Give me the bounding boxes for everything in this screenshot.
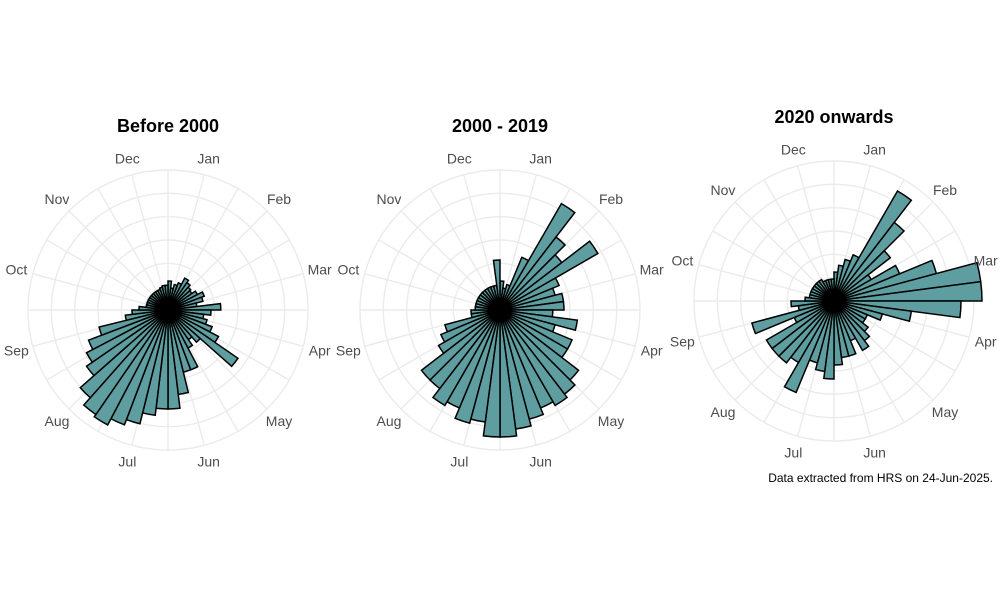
month-label-mar: Mar xyxy=(974,252,998,268)
polar-bar xyxy=(87,309,169,351)
polar-chart-2: Jan Feb Mar Apr May Jun Jul Aug Sep Oct Nov Dec 2000… xyxy=(336,116,664,470)
month-label-jun: Jun xyxy=(197,454,220,470)
grid-spoke xyxy=(68,210,169,311)
chart-title: 2020 onwards xyxy=(774,107,893,127)
polar-bar xyxy=(85,309,169,364)
polar-bar xyxy=(830,278,835,302)
month-label-feb: Feb xyxy=(933,182,957,198)
polar-bar xyxy=(499,235,567,311)
polar-chart-3: Jan Feb Mar Apr May Jun Jul Aug Sep Oct Nov Dec 2020… xyxy=(670,107,998,461)
polar-bar xyxy=(93,309,169,426)
month-label-aug: Aug xyxy=(377,413,402,429)
month-label-apr: Apr xyxy=(309,343,331,359)
month-label-jul: Jul xyxy=(118,454,136,470)
month-label-nov: Nov xyxy=(377,191,402,207)
month-label-sep: Sep xyxy=(336,343,361,359)
grid-spoke xyxy=(32,273,169,311)
polar-bar xyxy=(164,284,169,311)
chart-title: 2000 - 2019 xyxy=(452,116,548,136)
month-label-oct: Oct xyxy=(5,261,27,277)
polar-bar xyxy=(439,309,501,344)
polar-bar xyxy=(499,300,565,311)
month-label-apr: Apr xyxy=(641,343,663,359)
grid-spoke xyxy=(46,239,169,311)
month-label-dec: Dec xyxy=(781,141,806,157)
month-label-may: May xyxy=(266,413,292,429)
polar-bar xyxy=(499,240,599,311)
month-label-dec: Dec xyxy=(447,150,472,166)
polar-bar xyxy=(790,300,835,308)
month-label-nov: Nov xyxy=(45,191,70,207)
month-label-mar: Mar xyxy=(640,261,664,277)
month-label-jan: Jan xyxy=(863,141,886,157)
polar-bar xyxy=(167,290,206,311)
month-label-nov: Nov xyxy=(711,182,736,198)
polar-bar xyxy=(131,309,169,316)
polar-bar xyxy=(492,259,501,311)
polar-bar xyxy=(833,300,870,352)
grid-spoke xyxy=(97,188,169,311)
polar-bar xyxy=(833,221,906,302)
month-label-aug: Aug xyxy=(711,404,736,420)
month-label-jan: Jan xyxy=(197,150,220,166)
polar-bar xyxy=(499,309,569,407)
month-label-jun: Jun xyxy=(863,445,886,461)
month-label-aug: Aug xyxy=(45,413,70,429)
data-source-caption: Data extracted from HRS on 24-Jun-2025. xyxy=(768,471,993,485)
month-label-jan: Jan xyxy=(529,150,552,166)
polar-bar xyxy=(765,300,835,350)
polar-bar xyxy=(167,302,222,311)
month-label-oct: Oct xyxy=(337,261,359,277)
polar-bar xyxy=(420,309,501,382)
polar-bar xyxy=(124,309,169,322)
month-label-jul: Jul xyxy=(784,445,802,461)
month-label-dec: Dec xyxy=(115,150,140,166)
polar-bar xyxy=(82,309,169,416)
polar-bar xyxy=(833,189,913,302)
month-label-may: May xyxy=(598,413,624,429)
month-label-jul: Jul xyxy=(450,454,468,470)
polar-bar xyxy=(167,309,239,368)
month-label-may: May xyxy=(932,404,958,420)
month-label-sep: Sep xyxy=(670,334,695,350)
polar-bar xyxy=(431,309,501,407)
grid-spoke xyxy=(797,165,835,302)
polar-bar xyxy=(833,249,892,302)
polar-bar xyxy=(470,309,501,315)
month-label-feb: Feb xyxy=(599,191,623,207)
polar-bar xyxy=(98,309,169,337)
polar-chart-1: Jan Feb Mar Apr May Jun Jul Aug Sep Oct Nov Dec Befo… xyxy=(4,116,332,470)
polar-bar xyxy=(85,309,169,377)
month-label-jun: Jun xyxy=(529,454,552,470)
chart-title: Before 2000 xyxy=(117,116,219,136)
month-label-mar: Mar xyxy=(308,261,332,277)
polar-bar xyxy=(499,276,561,311)
polar-bar xyxy=(499,202,576,311)
polar-bar xyxy=(167,296,204,311)
polar-bar xyxy=(750,300,835,335)
month-label-apr: Apr xyxy=(975,334,997,350)
polar-bar xyxy=(444,309,501,333)
month-label-sep: Sep xyxy=(4,343,29,359)
polar-bar xyxy=(437,309,501,355)
polar-bar xyxy=(833,280,983,302)
month-label-oct: Oct xyxy=(671,252,693,268)
polar-bar xyxy=(79,309,169,399)
month-label-feb: Feb xyxy=(267,191,291,207)
